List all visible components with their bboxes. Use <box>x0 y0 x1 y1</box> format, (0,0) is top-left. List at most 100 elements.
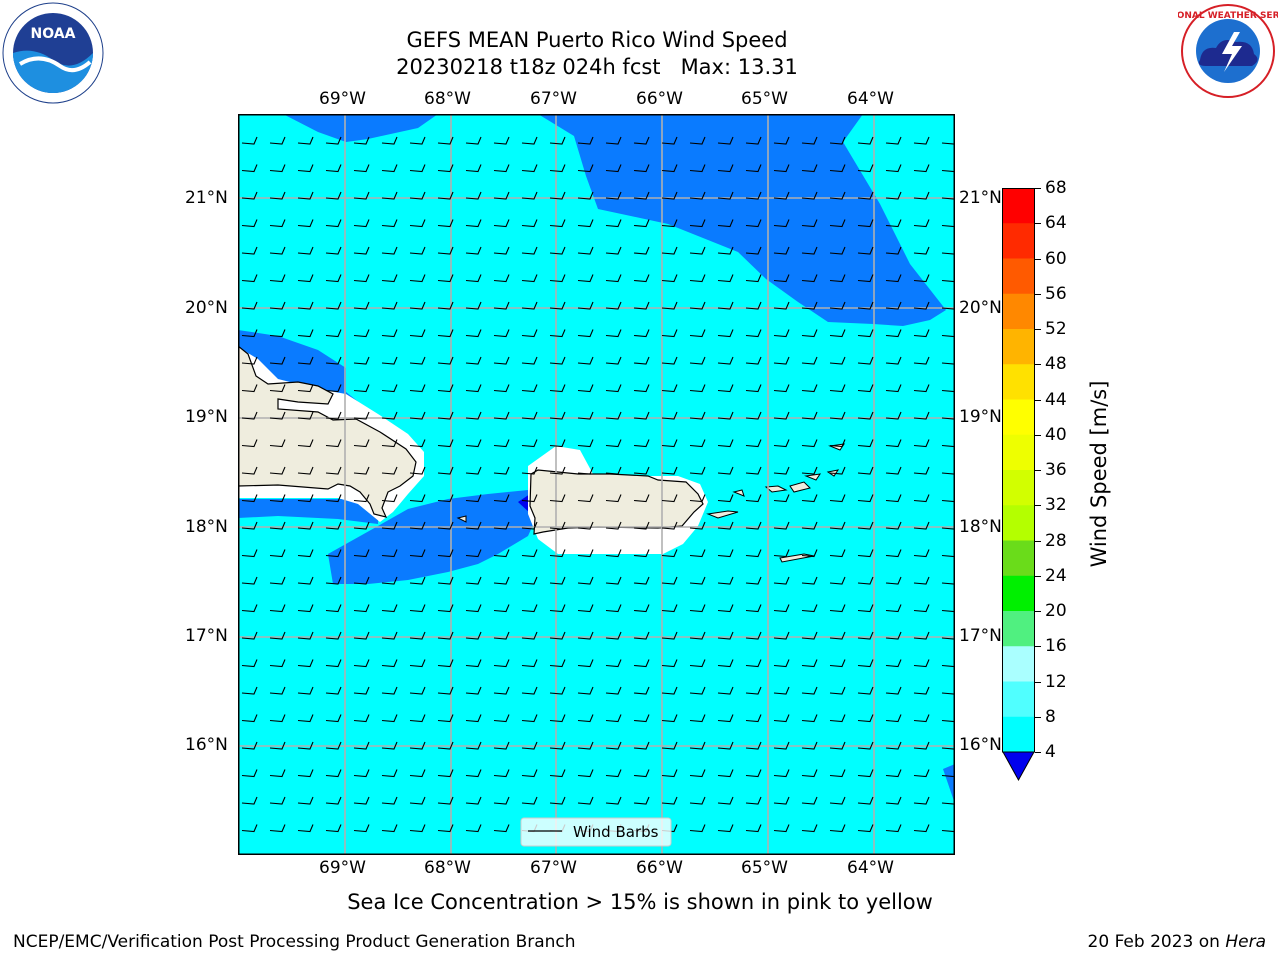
wind-barb <box>409 549 426 558</box>
wind-barb <box>633 686 650 695</box>
wind-barb <box>521 191 538 200</box>
wind-barb <box>437 466 454 475</box>
wind-barb <box>633 136 650 145</box>
wind-barb <box>913 824 930 833</box>
wind-barb <box>633 494 650 503</box>
wind-barb <box>801 191 818 200</box>
wind-barb <box>661 466 678 475</box>
colorbar-bin <box>1003 716 1034 753</box>
nws-logo-text: NATIONAL WEATHER SERVICE <box>1178 11 1278 21</box>
wind-barb <box>353 659 370 668</box>
nws-logo: NATIONAL WEATHER SERVICE <box>1153 2 1280 100</box>
wind-barb <box>241 301 258 310</box>
wind-barb <box>829 576 846 585</box>
wind-barb <box>437 136 454 145</box>
wind-barb <box>829 494 846 503</box>
colorbar-tick-mark <box>1035 329 1041 330</box>
wind-barb <box>745 769 762 778</box>
colorbar-tick-mark <box>1035 470 1041 471</box>
wind-barb <box>801 769 818 778</box>
wind-barb <box>437 411 454 420</box>
wind-barb <box>241 521 258 530</box>
colorbar-tick-mark <box>1035 399 1041 401</box>
wind-barb <box>241 824 258 833</box>
wind-barb <box>409 329 426 338</box>
colorbar-tick-mark <box>1035 258 1041 260</box>
wind-barb <box>661 659 678 668</box>
wind-barb <box>409 411 426 420</box>
wind-barb <box>885 136 902 145</box>
wind-barb <box>885 274 902 283</box>
wind-barb <box>269 164 286 173</box>
colorbar-bin <box>1003 329 1034 365</box>
wind-barb <box>521 466 538 475</box>
wind-barb <box>521 384 538 393</box>
wind-barb <box>801 356 818 365</box>
wind-barb <box>885 521 902 530</box>
wind-barb <box>521 136 538 145</box>
wind-barb <box>913 191 930 200</box>
wind-barb <box>297 741 314 750</box>
wind-barb <box>717 604 734 613</box>
wind-barb <box>549 576 566 585</box>
wind-barb <box>745 329 762 338</box>
wind-barb <box>633 356 650 365</box>
wind-barb <box>549 549 566 558</box>
wind-barb <box>745 191 762 200</box>
wind-barb <box>549 466 566 475</box>
wind-barb <box>689 686 706 695</box>
wind-barb <box>353 824 370 833</box>
wind-barb <box>773 549 790 558</box>
wind-barb <box>381 824 398 833</box>
wind-barb <box>325 714 342 723</box>
colorbar-tick-label: 44 <box>1045 389 1067 410</box>
wind-barb <box>689 604 706 613</box>
wind-barb <box>717 741 734 750</box>
wind-barb <box>353 384 370 393</box>
colorbar-tick-label: 48 <box>1045 354 1067 375</box>
wind-barb <box>857 741 874 750</box>
wind-barb <box>801 274 818 283</box>
wind-barb <box>829 246 846 255</box>
wind-barb <box>521 631 538 640</box>
wind-barb <box>605 219 622 228</box>
wind-barb <box>465 356 482 365</box>
wind-barb <box>297 466 314 475</box>
wind-barb <box>717 521 734 530</box>
wind-barb <box>773 439 790 448</box>
wind-barb <box>801 494 818 503</box>
wind-barb <box>269 796 286 805</box>
lon-tick-top-3: 67°W <box>530 89 577 109</box>
colorbar-tick-label: 20 <box>1045 601 1067 621</box>
colorbar-tick-label: 40 <box>1045 424 1067 445</box>
wind-barb <box>605 796 622 805</box>
wind-barb <box>857 329 874 338</box>
wind-barb <box>465 824 482 833</box>
wind-barb <box>325 549 342 558</box>
wind-barb <box>745 824 762 833</box>
land-puerto-rico <box>529 469 704 535</box>
wind-barb <box>633 741 650 750</box>
wind-barb <box>857 494 874 503</box>
wind-barb <box>521 769 538 778</box>
wind-barb <box>297 686 314 695</box>
wind-barb <box>577 769 594 778</box>
wind-barb <box>605 136 622 145</box>
wind-barb <box>829 219 846 228</box>
wind-barb <box>521 356 538 365</box>
colorbar-tick-label: 24 <box>1045 565 1067 586</box>
wind-barb <box>577 274 594 283</box>
wind-barb <box>521 796 538 805</box>
wind-barb <box>465 301 482 310</box>
wind-barb <box>857 466 874 475</box>
wind-barb <box>241 191 258 200</box>
wind-barb <box>437 686 454 695</box>
wind-barb <box>437 356 454 365</box>
wind-barb <box>297 824 314 833</box>
lon-tick-top-5: 65°W <box>741 89 788 109</box>
wind-barb <box>297 164 314 173</box>
wind-barb <box>241 631 258 640</box>
wind-barb <box>353 494 370 503</box>
wind-barb <box>325 136 342 145</box>
lon-tick-bottom-1: 69°W <box>319 858 366 878</box>
